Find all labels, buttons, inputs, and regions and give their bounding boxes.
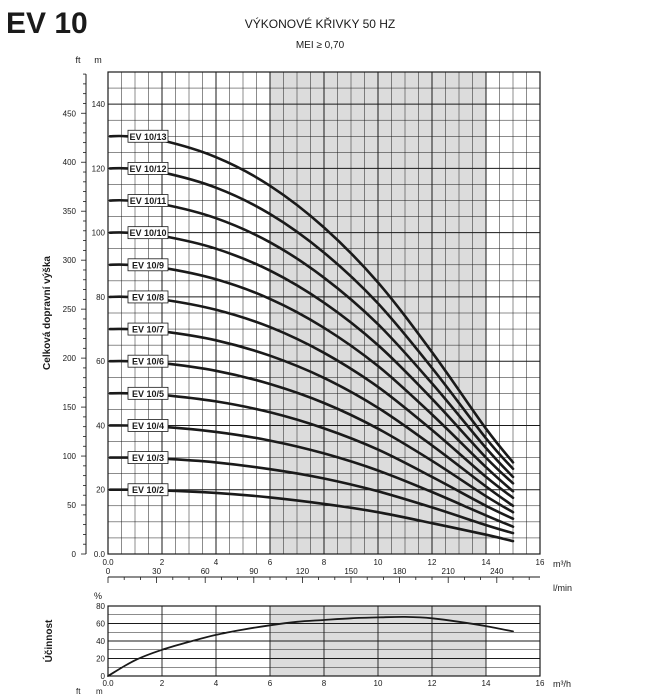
unit-m3h-label-bottom: m³/h bbox=[553, 679, 571, 689]
curve-label: EV 10/7 bbox=[132, 325, 164, 335]
curve-label: EV 10/9 bbox=[132, 260, 164, 270]
x-tick-label: 2 bbox=[160, 679, 165, 688]
unit-percent-label: % bbox=[94, 591, 102, 601]
x-tick-label: 2 bbox=[160, 558, 165, 567]
head-axis-title: Celková dopravní výška bbox=[42, 256, 53, 370]
y-tick-label-ft: 150 bbox=[63, 403, 77, 412]
unit-ft-label: ft bbox=[75, 55, 81, 65]
curve-label-box bbox=[127, 194, 169, 207]
x-tick-label: 16 bbox=[536, 558, 545, 567]
efficiency-axes: 0.0 2 4 6 8 10 12 14 16 0 20 40 60 80 bbox=[96, 602, 545, 688]
x-tick-label: 8 bbox=[322, 558, 327, 567]
lmin-tick-label: 30 bbox=[152, 567, 161, 576]
x-tick-label: 6 bbox=[268, 558, 273, 567]
lmin-tick-label: 120 bbox=[296, 567, 310, 576]
curve-label: EV 10/5 bbox=[132, 389, 164, 399]
curve-label-box bbox=[127, 290, 169, 304]
y-tick-label-ft: 450 bbox=[63, 109, 77, 118]
x-tick-label: 0.0 bbox=[102, 558, 114, 567]
y-tick-label-ft: 50 bbox=[67, 501, 76, 510]
curve-label-box bbox=[127, 258, 169, 272]
y-tick-label-m: 140 bbox=[92, 100, 106, 109]
y-tick-label-m: 0.0 bbox=[94, 550, 106, 559]
lmin-tick-label: 240 bbox=[490, 567, 504, 576]
y-tick-label-m: 20 bbox=[96, 486, 105, 495]
unit-ft-label-bottom: ft bbox=[76, 687, 81, 696]
curve-label: EV 10/11 bbox=[130, 196, 167, 206]
y-tick-label-ft: 250 bbox=[63, 305, 77, 314]
y-tick-label-ft: 400 bbox=[63, 158, 77, 167]
lmin-tick-label: 180 bbox=[393, 567, 407, 576]
curve-label-box bbox=[127, 161, 169, 175]
curve-label: EV 10/3 bbox=[132, 453, 164, 463]
curve-label: EV 10/13 bbox=[129, 132, 166, 142]
head-curve-labels: EV 10/2 EV 10/3 EV 10/4 EV 10/5 EV 10/6 EV 10… bbox=[127, 129, 169, 497]
head-plot-frame bbox=[107, 71, 541, 555]
curve-label-box bbox=[127, 386, 169, 400]
x-tick-label: 12 bbox=[428, 679, 437, 688]
curve-label-box bbox=[127, 419, 169, 432]
x-tick-label: 10 bbox=[374, 558, 383, 567]
curve-label: EV 10/4 bbox=[132, 421, 164, 431]
curve-label-box bbox=[127, 129, 169, 143]
y-tick-label-ft: 200 bbox=[63, 354, 77, 363]
lmin-tick-label: 210 bbox=[442, 567, 456, 576]
y-tick-label: 20 bbox=[96, 655, 105, 664]
curve-label: EV 10/2 bbox=[132, 485, 164, 495]
head-axes: 0.0 2 4 6 8 10 12 14 16 0.0 20 40 60 80 100 120 140 0 50 10… bbox=[63, 73, 545, 583]
y-tick-label: 80 bbox=[96, 602, 105, 611]
y-tick-label-ft: 100 bbox=[63, 452, 77, 461]
y-tick-label: 0 bbox=[101, 672, 106, 681]
curve-label: EV 10/12 bbox=[129, 164, 166, 174]
lmin-tick-label: 0 bbox=[106, 567, 111, 576]
x-tick-label: 4 bbox=[214, 679, 219, 688]
chart-title: VÝKONOVÉ KŘIVKY 50 HZ bbox=[245, 16, 396, 31]
unit-m-label-bottom: m bbox=[96, 687, 103, 696]
y-tick-label: 40 bbox=[96, 637, 105, 646]
curve-label-box bbox=[127, 354, 169, 368]
y-tick-label-m: 40 bbox=[96, 421, 105, 430]
y-tick-label-ft: 300 bbox=[63, 256, 77, 265]
curve-label: EV 10/6 bbox=[132, 357, 164, 367]
lmin-tick-label: 60 bbox=[201, 567, 210, 576]
y-tick-label-m: 120 bbox=[92, 164, 106, 173]
efficiency-plot-frame bbox=[107, 605, 541, 677]
y-tick-label-m: 60 bbox=[96, 357, 105, 366]
x-tick-label: 16 bbox=[536, 679, 545, 688]
chart-subtitle: MEI ≥ 0,70 bbox=[296, 40, 345, 51]
efficiency-chart: 0.0 2 4 6 8 10 12 14 16 0 20 40 60 80 bbox=[96, 602, 545, 688]
lmin-tick-label: 90 bbox=[249, 567, 258, 576]
x-tick-label: 12 bbox=[428, 558, 437, 567]
unit-m-label: m bbox=[94, 55, 102, 65]
x-tick-label: 10 bbox=[374, 679, 383, 688]
efficiency-curve bbox=[107, 615, 514, 677]
unit-m3h-label: m³/h bbox=[553, 559, 571, 569]
y-tick-label-m: 80 bbox=[96, 293, 105, 302]
x-tick-label: 0.0 bbox=[102, 679, 114, 688]
curve-label-box bbox=[127, 226, 169, 240]
y-tick-label-ft: 350 bbox=[63, 207, 77, 216]
efficiency-curves bbox=[107, 615, 514, 677]
lmin-tick-label: 150 bbox=[344, 567, 358, 576]
curve-label-box bbox=[127, 322, 169, 336]
curve-label: EV 10/10 bbox=[129, 228, 166, 238]
x-tick-label: 14 bbox=[482, 558, 491, 567]
head-chart: EV 10/2 EV 10/3 EV 10/4 EV 10/5 EV 10/6 EV 10… bbox=[63, 71, 545, 583]
curve-label-box bbox=[127, 451, 169, 465]
x-tick-label: 4 bbox=[214, 558, 219, 567]
y-tick-label-m: 100 bbox=[92, 229, 106, 238]
y-tick-label-ft: 0 bbox=[72, 550, 77, 559]
x-tick-label: 14 bbox=[482, 679, 491, 688]
efficiency-axis-title: Účinnost bbox=[42, 619, 55, 662]
page-heading: EV 10 bbox=[6, 7, 88, 40]
x-tick-label: 8 bbox=[322, 679, 327, 688]
y-tick-label: 60 bbox=[96, 620, 105, 629]
curve-label: EV 10/8 bbox=[132, 292, 164, 302]
curve-label-box bbox=[127, 483, 169, 497]
unit-lmin-label: l/min bbox=[553, 583, 572, 593]
x-tick-label: 6 bbox=[268, 679, 273, 688]
